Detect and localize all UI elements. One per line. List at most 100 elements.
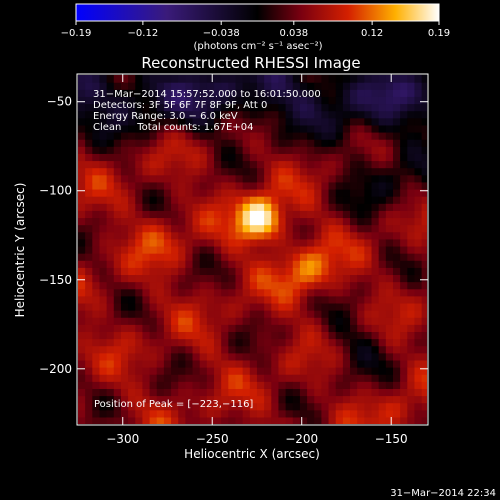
heatmap-cell <box>271 110 280 119</box>
heatmap-cell <box>78 253 86 261</box>
heatmap-cell <box>92 310 101 318</box>
heatmap-cell <box>335 416 344 424</box>
heatmap-cell <box>264 188 272 197</box>
heatmap-cell <box>335 124 344 133</box>
heatmap-cell <box>206 153 215 162</box>
heatmap-cell <box>285 188 294 197</box>
heatmap-cell <box>328 253 337 261</box>
heatmap-cell <box>378 338 387 347</box>
heatmap-cell <box>242 174 251 183</box>
heatmap-cell <box>92 253 101 261</box>
heatmap-cell <box>178 217 186 226</box>
heatmap-cell <box>120 395 129 404</box>
heatmap-cell <box>78 245 86 254</box>
heatmap-cell <box>171 139 179 147</box>
heatmap-cell <box>307 359 315 368</box>
heatmap-cell <box>378 181 387 190</box>
heatmap-cell <box>99 167 108 176</box>
heatmap-cell <box>256 295 265 304</box>
heatmap-cell <box>271 217 280 226</box>
heatmap-cell <box>192 89 201 97</box>
heatmap-cell <box>256 82 265 90</box>
heatmap-cell <box>92 352 101 361</box>
heatmap-cell <box>278 288 287 297</box>
heatmap-cell <box>199 302 208 311</box>
heatmap-cell <box>385 146 394 154</box>
heatmap-cell <box>85 245 93 254</box>
heatmap-cell <box>421 82 427 90</box>
heatmap-cell <box>85 110 93 119</box>
heatmap-cell <box>249 89 258 97</box>
heatmap-cell <box>85 224 93 233</box>
heatmap-cell <box>120 203 129 211</box>
heatmap-cell <box>335 374 344 382</box>
heatmap-cell <box>99 146 108 154</box>
heatmap-cell <box>264 409 272 418</box>
heatmap-cell <box>335 338 344 347</box>
heatmap-cell <box>106 174 115 183</box>
heatmap-cell <box>235 338 244 347</box>
heatmap-cell <box>206 117 215 126</box>
heatmap-cell <box>249 374 258 382</box>
heatmap-cell <box>214 117 222 126</box>
heatmap-cell <box>142 110 151 119</box>
heatmap-cell <box>78 174 86 183</box>
heatmap-cell <box>328 131 337 140</box>
heatmap-cell <box>357 295 365 304</box>
heatmap-cell <box>249 103 258 112</box>
heatmap-cell <box>199 160 208 169</box>
heatmap-cell <box>163 352 172 361</box>
heatmap-cell <box>106 395 115 404</box>
heatmap-cell <box>106 160 115 169</box>
heatmap-cell <box>242 281 251 290</box>
heatmap-cell <box>113 167 122 176</box>
heatmap-cell <box>206 253 215 261</box>
heatmap-cell <box>400 302 408 311</box>
heatmap-cell <box>278 317 287 325</box>
heatmap-cell <box>407 89 416 97</box>
heatmap-cell <box>378 324 387 333</box>
heatmap-cell <box>120 124 129 133</box>
heatmap-cell <box>307 367 315 375</box>
heatmap-cell <box>206 224 215 233</box>
heatmap-cell <box>221 238 229 247</box>
heatmap-cell <box>135 367 144 375</box>
heatmap-cell <box>163 160 172 169</box>
heatmap-cell <box>364 131 373 140</box>
heatmap-cell <box>135 82 144 90</box>
heatmap-cell <box>242 388 251 397</box>
heatmap-cell <box>99 324 108 333</box>
heatmap-cell <box>142 139 151 147</box>
heatmap-cell <box>414 281 423 290</box>
heatmap-cell <box>128 96 136 105</box>
heatmap-cell <box>149 75 158 83</box>
heatmap-cell <box>271 203 280 211</box>
heatmap-cell <box>99 203 108 211</box>
heatmap-cell <box>120 260 129 268</box>
heatmap-cell <box>278 224 287 233</box>
heatmap-cell <box>113 96 122 105</box>
heatmap-cell <box>278 345 287 354</box>
heatmap-cell <box>128 245 136 254</box>
heatmap-cell <box>307 96 315 105</box>
heatmap-cell <box>421 274 427 283</box>
heatmap-cell <box>292 153 301 162</box>
heatmap-cell <box>92 181 101 190</box>
heatmap-cell <box>242 260 251 268</box>
heatmap-cell <box>113 153 122 162</box>
heatmap-cell <box>92 345 101 354</box>
heatmap-cell <box>400 75 408 83</box>
heatmap-cell <box>113 245 122 254</box>
heatmap-cell <box>106 388 115 397</box>
heatmap-cell <box>385 103 394 112</box>
heatmap-cell <box>371 395 380 404</box>
heatmap-cell <box>421 75 427 83</box>
heatmap-cell <box>378 345 387 354</box>
heatmap-cell <box>206 188 215 197</box>
heatmap-cell <box>92 367 101 375</box>
heatmap-cell <box>314 295 323 304</box>
heatmap-cell <box>120 188 129 197</box>
heatmap-cell <box>307 89 315 97</box>
heatmap-cell <box>99 96 108 105</box>
heatmap-cell <box>149 409 158 418</box>
